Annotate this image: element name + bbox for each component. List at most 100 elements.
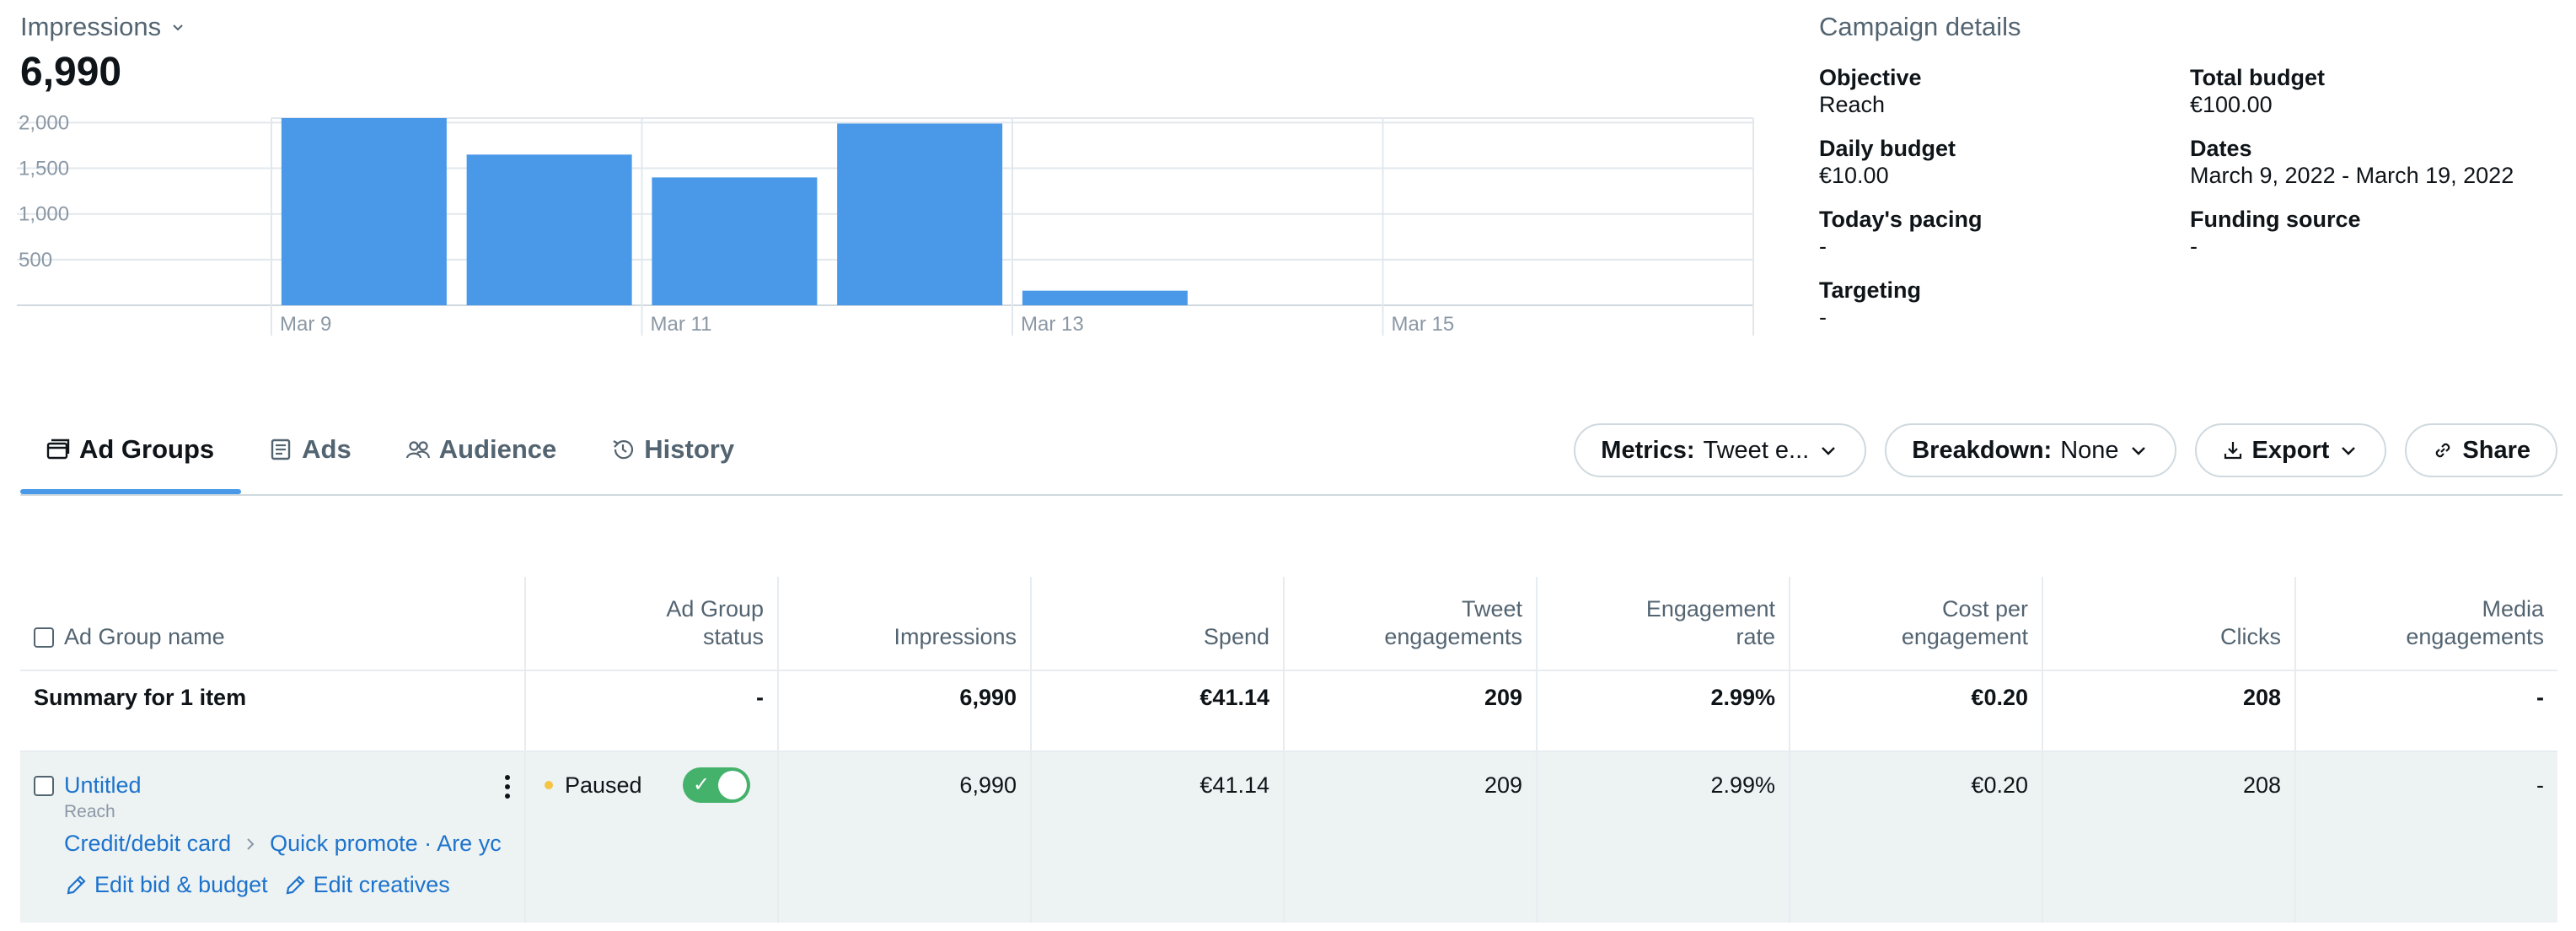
summary-engagement-rate: 2.99% (1538, 671, 1790, 751)
tabs-divider (20, 494, 2563, 496)
header-cost-per-engagement[interactable]: Cost per engagement (1790, 577, 2043, 671)
detail-dates: Dates March 9, 2022 - March 19, 2022 (2190, 135, 2561, 189)
ads-icon (271, 439, 291, 460)
header-ad-group-name[interactable]: Ad Group name (20, 577, 526, 671)
x-tick-label: Mar 9 (280, 313, 331, 336)
breakdown-dropdown[interactable]: Breakdown: None (1885, 423, 2176, 477)
detail-label: Total budget (2190, 65, 2325, 90)
status-dot (545, 781, 553, 789)
x-tick-label: Mar 15 (1392, 313, 1455, 336)
detail-label: Funding source (2190, 207, 2361, 232)
ad-group-toggle[interactable]: ✓ (683, 767, 750, 803)
tab-history[interactable]: History (583, 422, 761, 477)
share-label: Share (2462, 436, 2530, 464)
y-tick-label: 1,500 (19, 158, 69, 180)
ad-groups-icon (46, 439, 70, 460)
header-engagement-rate[interactable]: Engagement rate (1538, 577, 1790, 671)
export-button[interactable]: Export (2194, 423, 2387, 477)
header-clicks[interactable]: Clicks (2043, 577, 2296, 671)
summary-impressions: 6,990 (779, 671, 1032, 751)
chevron-down-icon (2342, 447, 2356, 455)
x-tick-label: Mar 13 (1021, 313, 1084, 336)
checkmark-icon: ✓ (693, 773, 711, 796)
y-tick-label: 2,000 (19, 111, 69, 134)
share-button[interactable]: Share (2405, 423, 2557, 477)
detail-objective: Objective Reach (1819, 64, 2190, 118)
quick-promote-link[interactable]: Quick promote · Are yc (270, 831, 502, 856)
row-checkbox[interactable] (34, 775, 54, 796)
more-options-icon[interactable] (504, 774, 511, 799)
row-cost-per-engagement: €0.20 (1790, 752, 2043, 923)
metrics-dropdown[interactable]: Metrics: Tweet e... (1574, 423, 1867, 477)
edit-bid-budget-link[interactable]: Edit bid & budget (64, 872, 268, 898)
summary-cost-per-engagement: €0.20 (1790, 671, 2043, 751)
table-toolbar: Metrics: Tweet e... Breakdown: None Expo… (1574, 423, 2557, 477)
header-label: Ad Group name (64, 624, 225, 649)
row-tweet-engagements: 209 (1285, 752, 1538, 923)
header-label: Ad Group status (666, 596, 764, 649)
header-ad-group-status[interactable]: Ad Group status (526, 577, 779, 671)
detail-value: - (2190, 234, 2198, 259)
export-label: Export (2251, 436, 2330, 464)
row-engagement-rate: 2.99% (1538, 752, 1790, 923)
campaign-details: Campaign details Objective Reach Total b… (1819, 12, 2561, 331)
summary-status: - (526, 671, 779, 751)
chart-bar (281, 118, 447, 305)
header-media-engagements[interactable]: Media engagements (2296, 577, 2557, 671)
detail-value: Reach (1819, 92, 1886, 117)
metrics-label: Metrics: (1601, 436, 1695, 464)
detail-todays-pacing: Today's pacing - (1819, 206, 2190, 260)
row-spend: €41.14 (1032, 752, 1285, 923)
tab-bar: Ad Groups Ads Audience History (20, 422, 761, 496)
chart-bar (466, 154, 632, 305)
metric-total: 6,990 (20, 50, 122, 94)
header-label: Spend (1203, 624, 1269, 649)
row-media-engagements: - (2536, 772, 2544, 798)
y-tick-label: 1,000 (19, 203, 69, 226)
summary-row: Summary for 1 item - 6,990 €41.14 209 2.… (20, 671, 2557, 752)
edit-creatives-link[interactable]: Edit creatives (283, 872, 450, 898)
chevron-down-icon (173, 24, 183, 31)
tab-label: Ads (302, 434, 352, 464)
pencil-icon (67, 874, 86, 894)
chart-bar (837, 123, 1003, 305)
row-edit-actions: Edit bid & budget Edit creatives (64, 872, 511, 898)
detail-value: - (1819, 234, 1827, 259)
select-all-checkbox[interactable] (34, 627, 54, 648)
ad-group-name-link[interactable]: Untitled (64, 772, 142, 798)
tab-ad-groups[interactable]: Ad Groups (20, 422, 242, 494)
download-icon (2224, 442, 2241, 460)
table-header-row: Ad Group name Ad Group status Impression… (20, 577, 2557, 671)
tab-label: History (644, 434, 735, 464)
breakdown-label: Breakdown: (1912, 436, 2053, 464)
ad-group-breadcrumb: Credit/debit card Quick promote · Are yc (64, 831, 519, 857)
status-indicator: Paused (545, 772, 642, 799)
detail-funding-source: Funding source - (2190, 206, 2561, 260)
summary-media-engagements: - (2536, 685, 2544, 710)
chevron-down-icon (1822, 447, 1836, 455)
impressions-chart: 2,000 1,500 1,000 500 Mar 9 Mar 11 Mar 13 Mar 1… (17, 110, 1755, 337)
header-spend[interactable]: Spend (1032, 577, 1285, 671)
detail-label: Objective (1819, 65, 1922, 90)
metrics-value: Tweet e... (1703, 436, 1810, 464)
summary-clicks: 208 (2043, 671, 2296, 751)
tab-ads[interactable]: Ads (241, 422, 378, 477)
header-tweet-engagements[interactable]: Tweet engagements (1285, 577, 1538, 671)
ad-group-name-cell: Untitled Reach Credit/debit card Quick p… (20, 752, 526, 923)
header-impressions[interactable]: Impressions (779, 577, 1032, 671)
tab-label: Ad Groups (79, 434, 215, 464)
audience-icon (405, 441, 430, 459)
pencil-icon (286, 874, 305, 894)
tab-audience[interactable]: Audience (378, 422, 584, 477)
metric-selector[interactable]: Impressions (20, 12, 186, 42)
campaign-details-grid: Objective Reach Total budget €100.00 Dai… (1819, 64, 2561, 331)
header-label: Cost per engagement (1901, 596, 2028, 649)
status-label: Paused (565, 772, 642, 798)
payment-method-link[interactable]: Credit/debit card (64, 831, 232, 856)
link-icon (2436, 443, 2450, 458)
row-impressions: 6,990 (779, 752, 1032, 923)
header-label: Media engagements (2406, 596, 2544, 649)
header-label: Impressions (894, 624, 1017, 649)
impressions-chart-svg: 2,000 1,500 1,000 500 Mar 9 Mar 11 Mar 13 Mar 1… (17, 111, 1754, 336)
detail-label: Targeting (1819, 277, 1921, 303)
